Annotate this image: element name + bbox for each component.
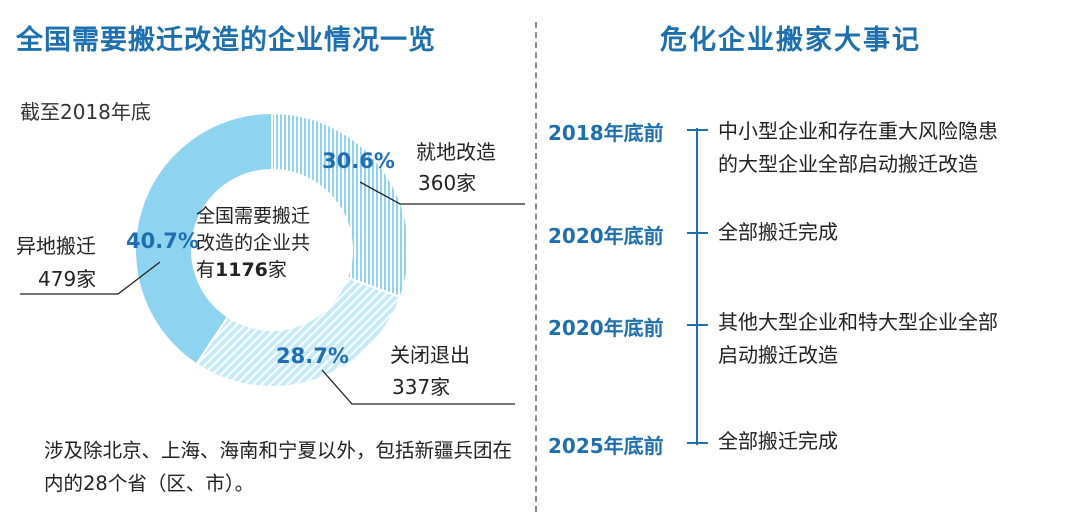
timeline-event-1-line-2: 的大型企业全部启动搬迁改造 bbox=[718, 152, 978, 176]
pct-label-local-renovation: 30.6% bbox=[322, 149, 395, 173]
timeline-event-4-line-1: 全部搬迁完成 bbox=[718, 429, 838, 453]
center-total-prefix: 有 bbox=[196, 259, 216, 281]
slice-name-local-renovation: 就地改造 bbox=[416, 140, 496, 164]
left-title: 全国需要搬迁改造的企业情况一览 bbox=[16, 25, 436, 56]
timeline-date-2: 2020年底前 bbox=[548, 224, 664, 248]
center-line-3: 有1176家 bbox=[196, 257, 356, 284]
timeline-event-3-line-1: 其他大型企业和特大型企业全部 bbox=[718, 310, 998, 334]
timeline-event-3-line-2: 启动搬迁改造 bbox=[718, 343, 838, 367]
slice-count-closure: 337家 bbox=[392, 375, 451, 399]
donut-chart bbox=[20, 111, 525, 405]
timeline-date-4: 2025年底前 bbox=[548, 434, 664, 458]
slice-name-relocation: 异地搬迁 bbox=[16, 234, 96, 258]
donut-slice-relocation bbox=[134, 111, 273, 366]
timeline-event-1: 中小型企业和存在重大风险隐患 的大型企业全部启动搬迁改造 bbox=[718, 115, 1073, 181]
timeline-date-3: 2020年底前 bbox=[548, 316, 664, 340]
slice-count-local-renovation: 360家 bbox=[418, 171, 477, 195]
center-total: 1176 bbox=[215, 259, 268, 281]
timeline-event-2-line-1: 全部搬迁完成 bbox=[718, 220, 838, 244]
dashed-divider bbox=[535, 22, 537, 512]
slice-name-closure: 关闭退出 bbox=[390, 343, 470, 367]
leader-line-relocation bbox=[20, 261, 161, 295]
leader-line-closure bbox=[321, 369, 515, 405]
donut-slice-local-renovation bbox=[271, 111, 410, 299]
donut-center-text: 全国需要搬迁 改造的企业共 有1176家 bbox=[196, 203, 356, 284]
pct-label-closure: 28.7% bbox=[276, 344, 349, 368]
chart-footnote: 涉及除北京、上海、海南和宁夏以外，包括新疆兵团在内的28个省（区、市）。 bbox=[44, 439, 513, 495]
right-title: 危化企业搬家大事记 bbox=[660, 25, 921, 56]
timeline-event-4: 全部搬迁完成 bbox=[718, 425, 1073, 458]
timeline-date-1: 2018年底前 bbox=[548, 121, 664, 145]
leader-line-local-renovation bbox=[359, 181, 525, 205]
donut-slice-closure bbox=[195, 276, 402, 388]
pct-label-relocation: 40.7% bbox=[126, 229, 199, 253]
center-total-suffix: 家 bbox=[267, 259, 287, 281]
timeline-event-3: 其他大型企业和特大型企业全部 启动搬迁改造 bbox=[718, 306, 1073, 372]
center-line-1: 全国需要搬迁 bbox=[196, 205, 311, 227]
slice-count-relocation: 479家 bbox=[38, 267, 97, 291]
center-line-2: 改造的企业共 bbox=[196, 232, 311, 254]
timeline-event-2: 全部搬迁完成 bbox=[718, 216, 1073, 249]
timeline-event-1-line-1: 中小型企业和存在重大风险隐患 bbox=[718, 119, 998, 143]
chart-subtitle: 截至2018年底 bbox=[20, 100, 151, 124]
